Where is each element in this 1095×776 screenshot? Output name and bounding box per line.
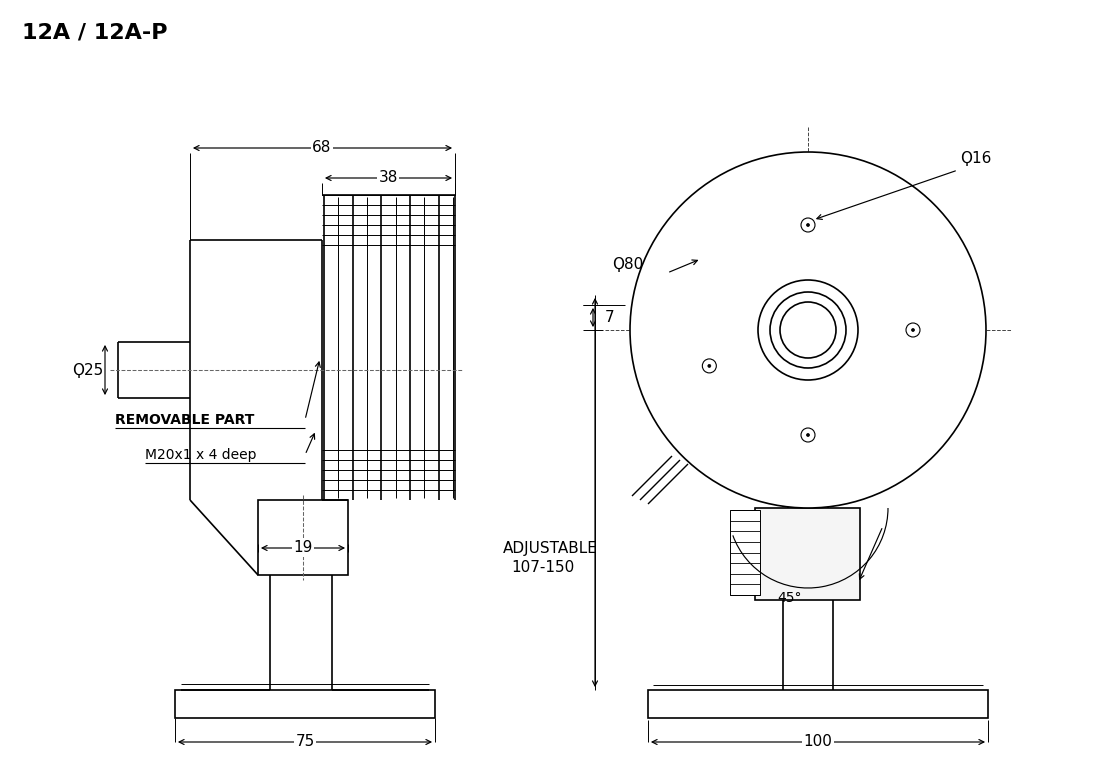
Text: REMOVABLE PART: REMOVABLE PART [115,413,254,427]
Text: 100: 100 [804,735,832,750]
Circle shape [770,292,846,368]
Text: Ϙ25: Ϙ25 [72,362,103,377]
Text: M20x1 x 4 deep: M20x1 x 4 deep [145,448,256,462]
Text: 19: 19 [293,541,313,556]
Circle shape [758,280,858,380]
Text: ADJUSTABLE: ADJUSTABLE [503,541,598,556]
Bar [730,510,760,595]
Circle shape [906,323,920,337]
Text: 107-150: 107-150 [511,560,574,576]
Circle shape [630,152,986,508]
Circle shape [807,434,809,436]
Circle shape [802,218,815,232]
Text: 7: 7 [606,310,614,324]
Bar [175,690,435,718]
Circle shape [802,428,815,442]
Bar [648,690,988,718]
Bar [258,500,348,575]
Bar [754,508,860,600]
Text: 45°: 45° [777,591,803,605]
Text: 38: 38 [378,171,397,185]
Circle shape [807,223,809,227]
Circle shape [702,359,716,373]
Text: 12A / 12A-P: 12A / 12A-P [22,22,168,42]
Text: Ϙ16: Ϙ16 [960,151,991,165]
Text: 75: 75 [296,735,314,750]
Text: Ϙ80: Ϙ80 [612,258,643,272]
Circle shape [911,328,914,331]
Circle shape [780,302,835,358]
Text: 68: 68 [312,140,332,155]
Circle shape [707,365,711,367]
